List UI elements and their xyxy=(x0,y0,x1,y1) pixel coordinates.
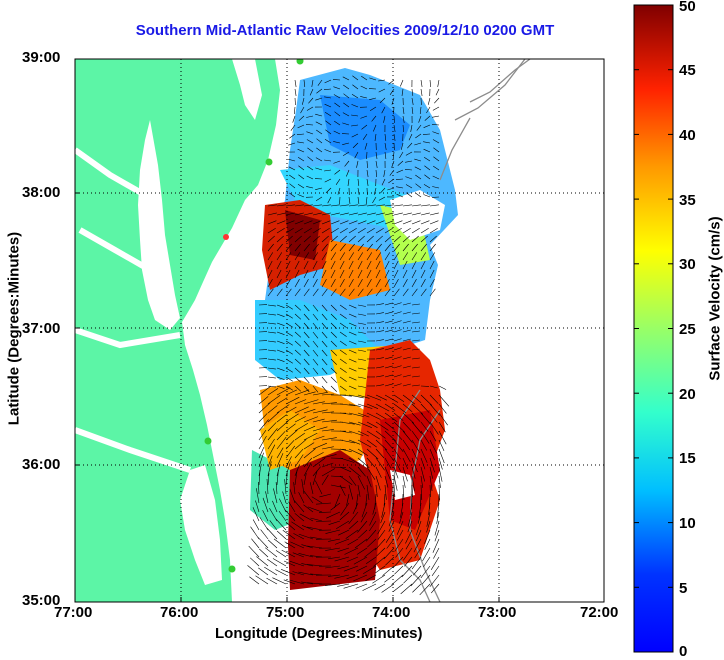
x-tick-label: 77:00 xyxy=(54,604,92,621)
colorbar-tick-label: 5 xyxy=(679,580,687,597)
colorbar-tick-label: 30 xyxy=(679,256,696,273)
y-tick-label: 39:00 xyxy=(22,49,60,66)
colorbar-tick-label: 15 xyxy=(679,450,696,467)
x-axis-label: Longitude (Degrees:Minutes) xyxy=(215,625,423,642)
colorbar-tick-label: 20 xyxy=(679,386,696,403)
colorbar xyxy=(634,5,673,652)
y-tick-label: 36:00 xyxy=(22,456,60,473)
x-tick-label: 76:00 xyxy=(160,604,198,621)
colorbar-label: Surface Velocity (cm/s) xyxy=(707,184,724,414)
colorbar-tick-label: 0 xyxy=(679,643,687,660)
colorbar-tick-label: 35 xyxy=(679,192,696,209)
x-tick-label: 75:00 xyxy=(266,604,304,621)
x-tick-label: 72:00 xyxy=(580,604,618,621)
colorbar-tick-label: 25 xyxy=(679,321,696,338)
y-tick-label: 38:00 xyxy=(22,184,60,201)
colorbar-tick-label: 45 xyxy=(679,62,696,79)
map-title: Southern Mid-Atlantic Raw Velocities 200… xyxy=(60,22,630,39)
x-tick-label: 73:00 xyxy=(478,604,516,621)
y-tick-label: 37:00 xyxy=(22,320,60,337)
colorbar-tick-label: 50 xyxy=(679,0,696,15)
y-axis-label: Latitude (Degrees:Minutes) xyxy=(6,214,23,444)
x-tick-label: 74:00 xyxy=(372,604,410,621)
colorbar-tick-label: 40 xyxy=(679,127,696,144)
colorbar-tick-label: 10 xyxy=(679,515,696,532)
